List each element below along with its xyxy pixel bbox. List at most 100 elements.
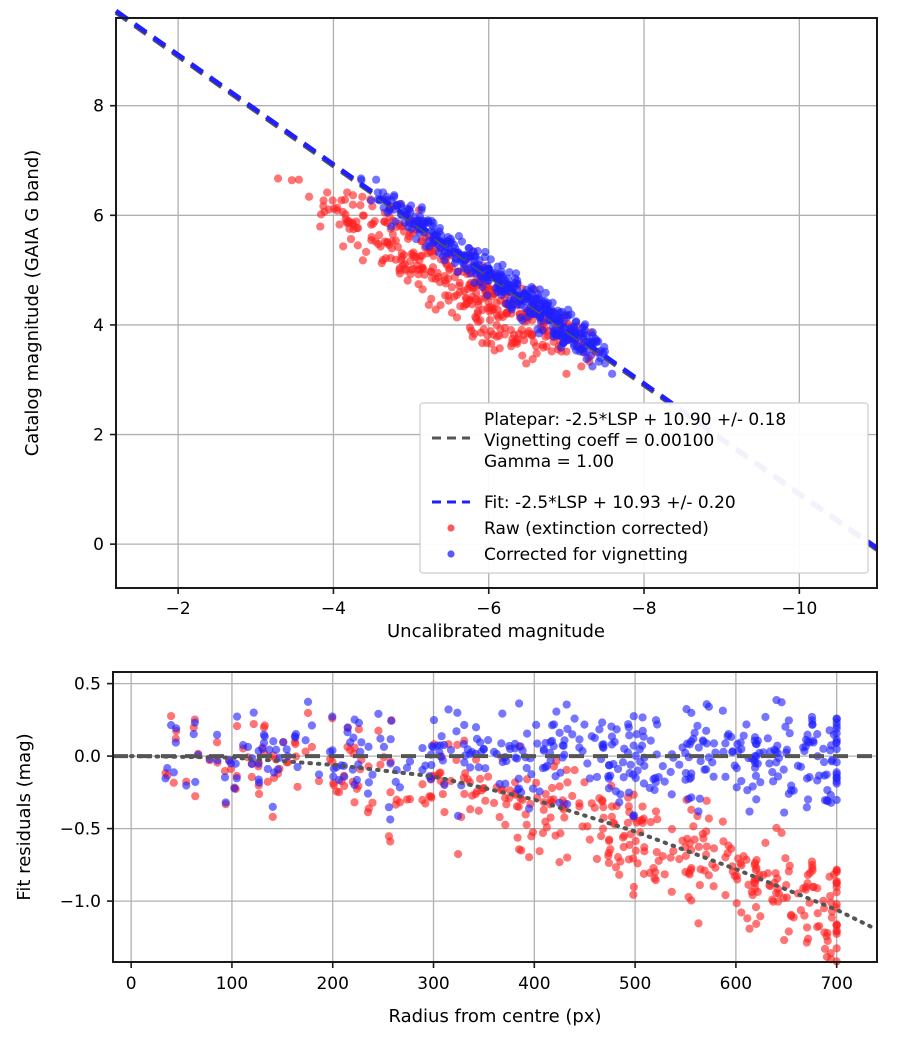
residual-point-corrected — [515, 775, 523, 783]
residual-point-corrected — [740, 732, 748, 740]
residual-point-raw — [733, 899, 741, 907]
data-point-corrected — [555, 327, 563, 335]
residual-point-raw — [625, 855, 633, 863]
residual-point-raw — [555, 782, 563, 790]
data-point-corrected — [391, 217, 399, 225]
legend-entry-raw[interactable]: Raw (extinction corrected) — [447, 519, 709, 539]
residual-point-corrected — [588, 732, 596, 740]
residual-point-corrected — [765, 759, 773, 767]
residual-point-raw — [396, 798, 404, 806]
data-point-raw — [358, 193, 366, 201]
residual-point-raw — [568, 792, 576, 800]
bottom-xtick-label: 700 — [820, 974, 852, 994]
residual-point-corrected — [172, 738, 180, 746]
legend-entry-corrected[interactable]: Corrected for vignetting — [447, 545, 688, 565]
residual-point-corrected — [819, 745, 827, 753]
residual-point-raw — [681, 868, 689, 876]
residual-point-corrected — [444, 705, 452, 713]
residual-point-corrected — [328, 712, 336, 720]
residual-point-raw — [515, 845, 523, 853]
residual-point-corrected — [453, 709, 461, 717]
data-point-raw — [474, 297, 482, 305]
residual-point-corrected — [239, 741, 247, 749]
data-point-corrected — [407, 225, 415, 233]
data-point-raw — [466, 323, 474, 331]
residual-point-corrected — [804, 795, 812, 803]
residual-point-raw — [529, 828, 537, 836]
residual-point-raw — [833, 927, 841, 935]
residual-point-corrected — [809, 737, 817, 745]
residual-point-raw — [703, 842, 711, 850]
residual-point-raw — [427, 794, 435, 802]
data-point-raw — [379, 256, 387, 264]
residual-point-raw — [737, 908, 745, 916]
residual-point-corrected — [781, 723, 789, 731]
residual-point-raw — [548, 784, 556, 792]
residual-point-corrected — [754, 760, 762, 768]
residual-point-raw — [460, 790, 468, 798]
residual-point-corrected — [668, 790, 676, 798]
residual-point-corrected — [694, 807, 702, 815]
residual-point-raw — [619, 833, 627, 841]
data-point-raw — [496, 325, 504, 333]
top-ytick-label: 2 — [93, 426, 104, 446]
residual-point-corrected — [357, 738, 365, 746]
residual-point-raw — [350, 798, 358, 806]
data-point-raw — [342, 215, 350, 223]
top-ytick-label: 8 — [93, 97, 104, 117]
data-point-raw — [288, 176, 296, 184]
residual-point-raw — [820, 928, 828, 936]
residual-point-corrected — [541, 763, 549, 771]
residual-point-corrected — [563, 725, 571, 733]
residual-point-corrected — [583, 759, 591, 767]
data-point-raw — [330, 205, 338, 213]
residual-point-raw — [678, 837, 686, 845]
residual-point-raw — [233, 722, 241, 730]
residual-point-corrected — [616, 790, 624, 798]
residual-point-corrected — [304, 698, 312, 706]
data-point-raw — [295, 176, 303, 184]
residual-point-corrected — [724, 732, 732, 740]
residual-point-raw — [605, 859, 613, 867]
residual-point-corrected — [624, 720, 632, 728]
residual-point-corrected — [659, 762, 667, 770]
residual-point-corrected — [687, 737, 695, 745]
residual-point-corrected — [472, 723, 480, 731]
residual-point-corrected — [191, 719, 199, 727]
residual-point-raw — [752, 903, 760, 911]
residual-point-raw — [687, 806, 695, 814]
residual-point-corrected — [702, 727, 710, 735]
residual-point-raw — [563, 853, 571, 861]
residual-point-raw — [809, 883, 817, 891]
data-point-raw — [426, 268, 434, 276]
residual-point-corrected — [702, 765, 710, 773]
residual-point-corrected — [291, 733, 299, 741]
residual-point-corrected — [667, 768, 675, 776]
residual-point-raw — [598, 796, 606, 804]
data-point-raw — [359, 256, 367, 264]
residual-point-raw — [293, 783, 301, 791]
residual-point-corrected — [783, 746, 791, 754]
residual-point-raw — [481, 797, 489, 805]
data-point-raw — [354, 241, 362, 249]
residual-point-corrected — [607, 722, 615, 730]
residual-point-raw — [365, 804, 373, 812]
residual-point-corrected — [427, 761, 435, 769]
residual-point-raw — [745, 925, 753, 933]
data-point-raw — [356, 201, 364, 209]
data-point-corrected — [498, 291, 506, 299]
residual-point-corrected — [675, 761, 683, 769]
residual-point-raw — [833, 877, 841, 885]
bottom-xtick-label: 0 — [126, 974, 137, 994]
residual-point-corrected — [555, 729, 563, 737]
top-legend[interactable]: Platepar: -2.5*LSP + 10.90 +/- 0.18 Vign… — [420, 403, 868, 573]
residual-point-raw — [250, 720, 258, 728]
residual-point-corrected — [386, 815, 394, 823]
residual-point-corrected — [661, 778, 669, 786]
residual-point-raw — [778, 829, 786, 837]
residual-point-corrected — [634, 767, 642, 775]
residual-point-raw — [647, 818, 655, 826]
data-point-corrected — [424, 218, 432, 226]
residual-point-raw — [475, 807, 483, 815]
residual-point-corrected — [269, 803, 277, 811]
